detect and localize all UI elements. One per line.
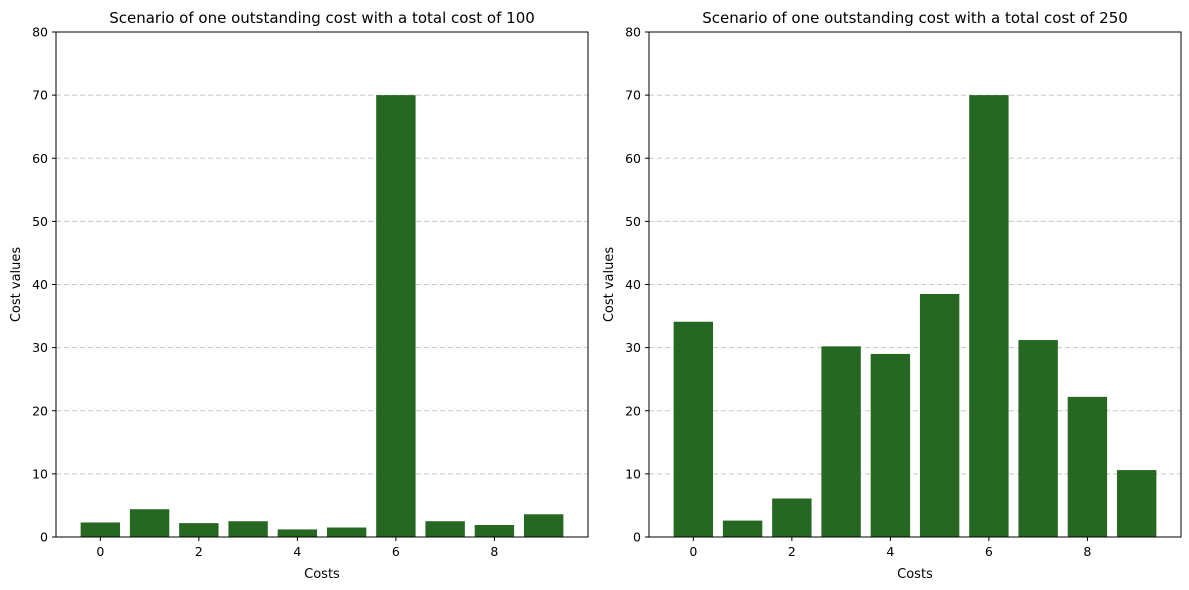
y-tick-label: 70 [32,88,48,103]
bar-1 [129,509,170,537]
x-tick-label: 8 [1083,544,1091,559]
bar-6 [376,95,416,537]
x-tick-label: 2 [195,544,203,559]
bar-5 [919,293,960,537]
x-axis-label: Costs [897,567,933,582]
bar-5 [326,527,367,537]
x-tick-label: 8 [490,544,498,559]
x-tick-label: 4 [293,544,301,559]
y-tick-label: 60 [32,151,48,166]
x-tick-label: 0 [96,544,104,559]
bar-4 [870,353,911,537]
chart-right: 0 10 20 30 40 50 60 70 80 0 2 4 6 8 Scenario of one ou… [602,9,1182,582]
bar-8 [1067,396,1108,537]
bar-6 [969,95,1009,537]
y-tick-label: 80 [32,25,48,40]
bar-7 [425,521,465,537]
y-tick-label: 10 [625,466,641,481]
bar-9 [1116,470,1157,537]
y-tick-label: 50 [32,214,48,229]
y-tick-label: 50 [625,214,641,229]
y-tick-label: 40 [32,277,48,292]
y-tick-label: 80 [625,25,641,40]
bar-0 [80,522,121,537]
bar-3 [821,346,861,537]
chart-left: 0 10 20 30 40 50 60 70 80 0 2 4 6 8 Scenario of one ou… [9,9,589,582]
bar-2 [772,498,812,537]
y-tick-label: 30 [625,340,641,355]
y-tick-label: 40 [625,277,641,292]
bar-4 [277,529,318,537]
bar-8 [474,525,515,537]
y-tick-label: 20 [625,403,641,418]
x-tick-label: 2 [788,544,796,559]
y-tick-label: 20 [32,403,48,418]
bar-3 [228,521,268,537]
bar-0 [673,321,714,537]
bar-9 [523,514,564,537]
bar-1 [722,520,763,537]
x-tick-label: 0 [689,544,697,559]
y-tick-label: 30 [32,340,48,355]
bar-7 [1018,340,1058,537]
x-tick-label: 4 [886,544,894,559]
y-axis-label: Cost values [9,247,24,323]
x-axis-label: Costs [304,567,340,582]
chart-title: Scenario of one outstanding cost with a … [702,9,1128,27]
bar-2 [179,523,219,537]
x-tick-label: 6 [985,544,993,559]
y-tick-label: 0 [633,530,641,545]
y-axis-label: Cost values [602,247,617,323]
y-tick-label: 10 [32,466,48,481]
y-tick-label: 70 [625,88,641,103]
x-tick-label: 6 [392,544,400,559]
y-tick-label: 0 [40,530,48,545]
chart-title: Scenario of one outstanding cost with a … [109,9,535,27]
y-tick-label: 60 [625,151,641,166]
